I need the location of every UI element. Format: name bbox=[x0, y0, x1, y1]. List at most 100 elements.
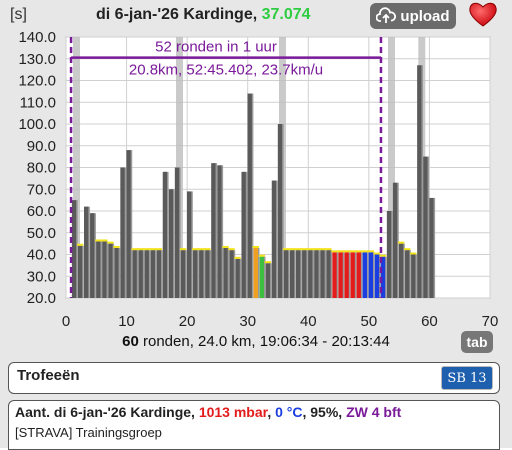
lap-bar bbox=[326, 250, 331, 298]
x-tick-label: 20 bbox=[179, 313, 196, 330]
y-tick-label: 90.0 bbox=[27, 138, 56, 155]
lap-bar-cap bbox=[367, 250, 375, 253]
notes-sep: , bbox=[267, 404, 276, 420]
lap-bar-cap bbox=[113, 245, 120, 248]
y-unit-label: [s] bbox=[10, 6, 27, 23]
lap-bar-cap bbox=[331, 250, 338, 253]
lap-bar bbox=[344, 252, 349, 298]
pause-band bbox=[388, 37, 395, 298]
trophies-panel[interactable]: Trofeeën SB 13 bbox=[8, 362, 500, 394]
lap-bar-cap bbox=[282, 248, 290, 251]
y-tick-label: 140.0 bbox=[18, 30, 56, 46]
lap-bar-cap bbox=[258, 254, 266, 257]
lap-bar-cap bbox=[252, 245, 259, 248]
lap-bar bbox=[320, 250, 325, 298]
x-tick-label: 40 bbox=[300, 313, 317, 330]
upload-button[interactable]: upload bbox=[370, 3, 456, 29]
lap-bar bbox=[289, 250, 295, 298]
lap-bar-cap bbox=[294, 248, 302, 251]
session-notes-panel[interactable]: Aant. di 6-jan-'26 Kardinge, 1013 mbar , … bbox=[8, 400, 500, 450]
lap-bar-cap bbox=[204, 248, 211, 251]
y-tick-label: 120.0 bbox=[18, 73, 56, 90]
lap-bar bbox=[247, 93, 252, 298]
lap-bar-cap bbox=[301, 248, 308, 251]
lap-bar bbox=[193, 250, 198, 298]
y-tick-label: 40.0 bbox=[27, 247, 56, 264]
lap-bar-cap bbox=[288, 248, 296, 251]
lap-bar-cap bbox=[397, 241, 405, 244]
cloud-upload-icon bbox=[376, 7, 397, 23]
lap-count: 60 bbox=[122, 333, 139, 350]
lap-bar bbox=[102, 241, 107, 298]
lap-bar-cap bbox=[179, 248, 187, 251]
lap-bar bbox=[90, 213, 95, 298]
lap-bar bbox=[229, 250, 234, 298]
lap-bar-cap bbox=[349, 250, 356, 253]
lap-bar-cap bbox=[137, 248, 144, 251]
lap-bar bbox=[374, 254, 380, 298]
lap-bar-cap bbox=[101, 239, 108, 242]
heart-icon[interactable] bbox=[468, 0, 498, 28]
lap-bar bbox=[114, 247, 119, 298]
lap-bar bbox=[77, 245, 83, 298]
best-lap-time: 37.074 bbox=[261, 6, 311, 23]
humidity: , 95%, bbox=[302, 404, 347, 420]
lap-bar-cap bbox=[155, 248, 163, 251]
lap-bar bbox=[314, 250, 319, 298]
lap-bar bbox=[423, 156, 428, 298]
lap-bar bbox=[411, 254, 416, 298]
air-pressure: 1013 mbar bbox=[198, 404, 268, 420]
lap-bar bbox=[120, 167, 125, 298]
y-tick-label: 20.0 bbox=[27, 290, 56, 307]
lap-bar-cap bbox=[228, 248, 235, 251]
session-summary-text: ronden, 24.0 km, 19:06:34 - 20:13:44 bbox=[138, 333, 390, 350]
lap-bar-cap bbox=[307, 248, 314, 251]
lap-bar bbox=[386, 211, 392, 298]
x-tick-label: 60 bbox=[421, 313, 438, 330]
lap-times-chart: 20.0 30.0 40.0 50.0 60.0 70.0 80.0 90.0 100.0 110… bbox=[18, 30, 499, 330]
notes-prefix: Aant. di 6-jan-'26 Kardinge, bbox=[15, 404, 199, 420]
lap-bar bbox=[429, 197, 434, 298]
lap-bar bbox=[168, 189, 174, 298]
session-date-place: di 6-jan-'26 Kardinge, bbox=[96, 6, 262, 23]
y-tick-label: 100.0 bbox=[18, 116, 56, 133]
lap-bar bbox=[332, 252, 337, 298]
lap-bar bbox=[217, 165, 222, 298]
lap-bar bbox=[350, 252, 355, 298]
lap-bar bbox=[241, 171, 246, 298]
lap-bar-cap bbox=[355, 250, 362, 253]
season-best-badge[interactable]: SB 13 bbox=[441, 366, 493, 390]
session-notes-header: Aant. di 6-jan-'26 Kardinge, 1013 mbar , … bbox=[15, 404, 401, 420]
lap-bar bbox=[156, 250, 162, 298]
lap-bar bbox=[199, 250, 204, 298]
lap-bar-cap bbox=[76, 243, 84, 246]
x-tick-label: 70 bbox=[482, 313, 499, 330]
x-tick-label: 50 bbox=[361, 313, 378, 330]
lap-bar-cap bbox=[264, 261, 272, 264]
group-name: [STRAVA] Trainingsgroep bbox=[15, 425, 162, 440]
lap-bar-cap bbox=[337, 250, 344, 253]
lap-bar bbox=[108, 243, 113, 298]
tab-button[interactable]: tab bbox=[461, 331, 493, 353]
y-tick-label: 60.0 bbox=[27, 203, 56, 220]
lap-bar bbox=[405, 250, 410, 298]
lap-bar bbox=[283, 250, 289, 298]
lap-bar bbox=[138, 250, 143, 298]
lap-bar bbox=[180, 250, 186, 298]
window-annotation-title: 52 ronden in 1 uur bbox=[155, 39, 277, 56]
lap-bar bbox=[150, 250, 155, 298]
lap-bar bbox=[174, 167, 180, 298]
lap-bar-cap bbox=[325, 248, 332, 251]
y-tick-label: 50.0 bbox=[27, 225, 56, 242]
lap-bar-cap bbox=[149, 248, 156, 251]
session-title: di 6-jan-'26 Kardinge, 37.074 bbox=[96, 6, 311, 24]
trophies-label: Trofeeën bbox=[17, 367, 80, 384]
session-summary: 60 ronden, 24.0 km, 19:06:34 - 20:13:44 bbox=[0, 333, 512, 350]
lap-bar bbox=[392, 182, 398, 298]
lap-bar bbox=[186, 191, 192, 298]
x-tick-label: 30 bbox=[239, 313, 256, 330]
lap-bar-cap bbox=[379, 254, 387, 257]
lap-bar-cap bbox=[192, 248, 199, 251]
lap-bar bbox=[362, 252, 367, 298]
x-tick-label: 0 bbox=[62, 313, 70, 330]
